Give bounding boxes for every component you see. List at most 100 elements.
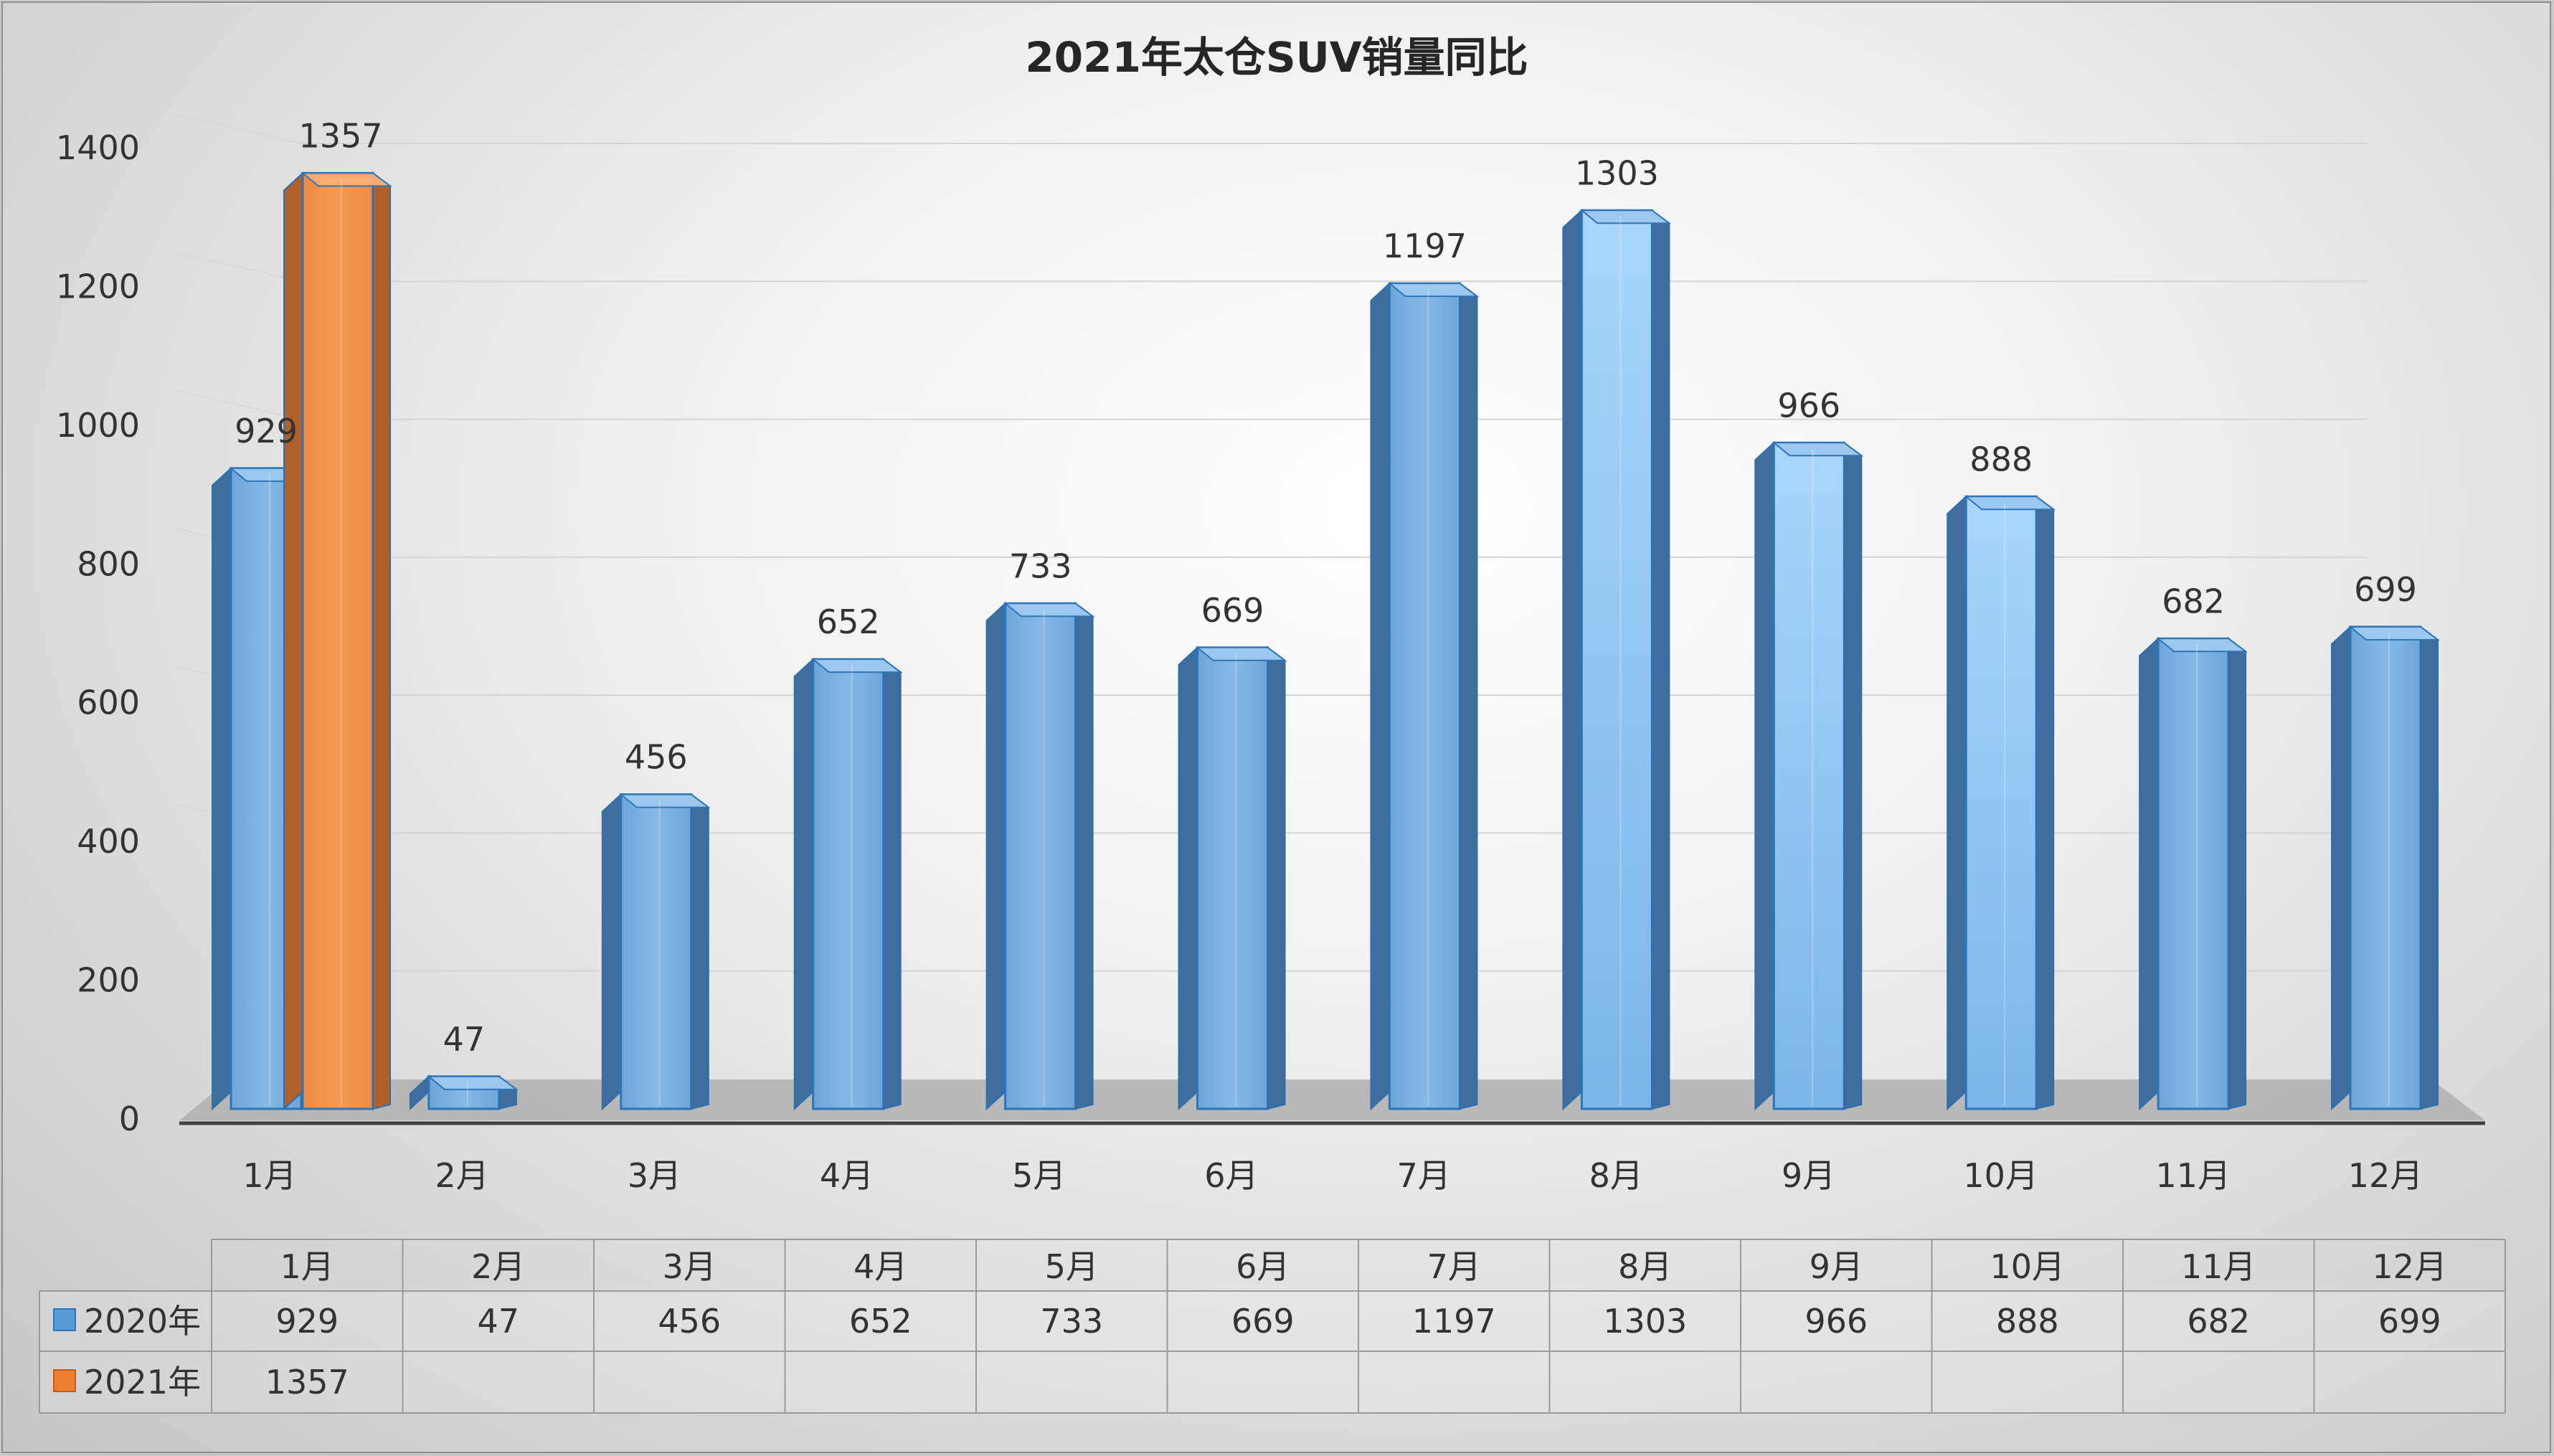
- bar-2020-7-top: [1387, 283, 1480, 298]
- bar-2020-8-front: [1580, 209, 1653, 1110]
- gridline-slant: [175, 252, 302, 283]
- table-value-cell: 966: [1805, 1302, 1868, 1341]
- data-label-2020-5: 733: [1009, 547, 1072, 585]
- bar-2020-2-top: [427, 1075, 519, 1090]
- x-tick-label: 10月: [1963, 1156, 2038, 1195]
- bar-2020-11-side: [2139, 637, 2160, 1111]
- bar-2020-8: [1562, 208, 1672, 1111]
- table-header-cell: 12月: [2372, 1247, 2447, 1286]
- table-header-cell: 8月: [1618, 1247, 1672, 1286]
- bar-2020-8-top: [1579, 209, 1672, 224]
- bar-2020-3-right: [690, 793, 709, 1110]
- data-label-2020-11: 682: [2162, 582, 2225, 620]
- table-header-cell: 4月: [853, 1247, 907, 1286]
- x-tick-label: 9月: [1782, 1156, 1835, 1195]
- data-label-2020-8: 1303: [1575, 153, 1659, 192]
- y-tick-label: 1000: [56, 406, 140, 445]
- bar-2020-4-right: [882, 658, 902, 1110]
- table-header-cell: 5月: [1045, 1247, 1099, 1286]
- bars: [212, 171, 2441, 1111]
- bar-2020-11-front: [2157, 637, 2230, 1110]
- bar-2020-5-right: [1074, 602, 1094, 1110]
- bar-2020-9-right: [1843, 441, 1863, 1110]
- bar-2020-11-right: [2228, 637, 2247, 1110]
- table-header-cell: 3月: [663, 1247, 716, 1286]
- bar-2020-5-front: [1004, 602, 1077, 1110]
- bar-2020-9: [1754, 440, 1864, 1111]
- bar-2020-12: [2331, 625, 2441, 1111]
- bar-2020-3: [601, 793, 711, 1111]
- table-value-cell: 888: [1996, 1302, 2059, 1341]
- legend-label-2021: 2021年: [84, 1363, 201, 1401]
- bar-2020-3-front: [620, 793, 693, 1110]
- bar-2020-3-top: [618, 793, 711, 808]
- y-tick-label: 0: [119, 1100, 140, 1138]
- table-value-cell: 1197: [1412, 1302, 1496, 1341]
- bar-2020-6-top: [1195, 646, 1287, 661]
- bar-2021-1: [283, 171, 392, 1111]
- legend-key-2021: [53, 1369, 76, 1392]
- table-value-cell: 1357: [265, 1363, 349, 1401]
- x-axis: 1月 2月 3月 4月 5月 6月 7月 8月 9月 10月 11月 12月: [242, 1156, 2423, 1195]
- data-label-2020-4: 652: [817, 602, 880, 641]
- bar-2020-1-side: [212, 466, 232, 1111]
- table-header-cell: 7月: [1427, 1247, 1481, 1286]
- data-labels: 929 1357 47 456 652 733 669 1197 1303 966 888 682 69…: [235, 116, 2417, 1058]
- table-header-cell: 2月: [471, 1247, 525, 1286]
- table-header-cell: 9月: [1810, 1247, 1863, 1286]
- x-tick-label: 12月: [2348, 1156, 2423, 1195]
- data-label-2020-3: 456: [625, 738, 688, 777]
- bar-2020-6: [1178, 646, 1287, 1111]
- x-tick-label: 4月: [820, 1156, 874, 1195]
- data-table: 1月 2月 3月 4月 5月 6月 7月 8月 9月 10月 11月 12月 2020年 929 47 456…: [39, 1239, 2506, 1414]
- table-value-cell: 929: [275, 1302, 339, 1341]
- bar-2020-10-side: [1947, 494, 1967, 1111]
- bar-2020-10-right: [2035, 495, 2055, 1110]
- data-label-2020-6: 669: [1201, 591, 1264, 630]
- y-tick-label: 1200: [56, 267, 140, 306]
- table-value-cell: 47: [477, 1302, 519, 1341]
- legend-key-2020: [53, 1308, 76, 1331]
- table-header-cell: 10月: [1990, 1247, 2065, 1286]
- gridline-slant: [175, 114, 302, 144]
- x-tick-label: 1月: [242, 1156, 296, 1195]
- bar-2020-4: [793, 657, 903, 1111]
- bar-2020-3-side: [601, 793, 622, 1111]
- bar-2021-1-front: [301, 171, 374, 1110]
- data-label-2020-10: 888: [1969, 440, 2033, 478]
- x-tick-label: 2月: [435, 1156, 489, 1195]
- x-tick-label: 5月: [1012, 1156, 1066, 1195]
- data-label-2020-7: 1197: [1383, 227, 1467, 265]
- table-value-cell: 669: [1231, 1302, 1295, 1341]
- bar-2020-11: [2139, 637, 2248, 1111]
- x-tick-label: 8月: [1589, 1156, 1643, 1195]
- bar-2020-8-side: [1562, 208, 1583, 1111]
- bar-2020-10: [1947, 494, 2056, 1111]
- bar-2020-4-side: [793, 657, 814, 1111]
- table-header-cell: 11月: [2181, 1247, 2256, 1286]
- data-label-2021-1: 1357: [298, 116, 382, 155]
- bar-2020-12-side: [2331, 625, 2352, 1111]
- x-tick-label: 11月: [2156, 1156, 2231, 1195]
- data-label-2020-2: 47: [443, 1020, 486, 1059]
- y-tick-label: 800: [77, 544, 140, 583]
- bar-2020-4-top: [810, 658, 903, 673]
- bar-2021-1-side: [283, 171, 303, 1111]
- bar-2020-4-front: [812, 658, 885, 1110]
- bar-2020-10-front: [1964, 495, 2038, 1110]
- x-tick-label: 7月: [1396, 1156, 1450, 1195]
- gridline-slant: [175, 389, 302, 420]
- table-value-cell: 699: [2378, 1302, 2441, 1341]
- x-tick-label: 3月: [628, 1156, 681, 1195]
- chart-floor: [179, 1079, 2485, 1125]
- bar-2020-10-top: [1964, 496, 2056, 511]
- bar-2020-9-top: [1772, 442, 1864, 457]
- bar-2020-7-side: [1370, 281, 1391, 1111]
- bar-2020-6-right: [1267, 646, 1286, 1110]
- legend-label-2020: 2020年: [84, 1302, 201, 1341]
- table-value-cell: 733: [1040, 1302, 1103, 1341]
- bar-2020-8-right: [1651, 209, 1670, 1110]
- chart-title: 2021年太仓SUV销量同比: [1025, 33, 1528, 82]
- bar-2021-1-top: [301, 172, 392, 187]
- bar-2020-12-front: [2349, 625, 2422, 1110]
